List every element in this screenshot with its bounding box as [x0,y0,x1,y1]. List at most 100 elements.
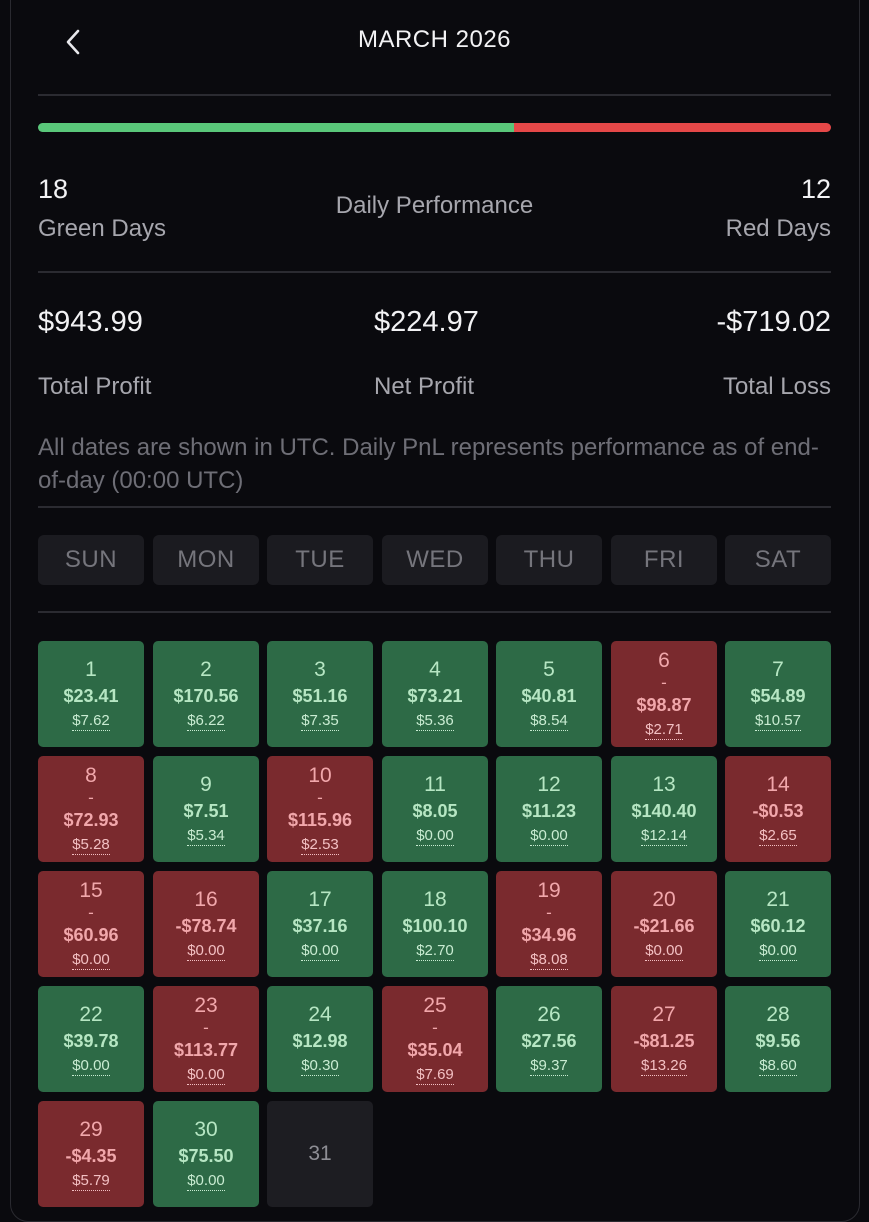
day-fee[interactable]: $7.62 [72,712,110,731]
day-pnl: $115.96 [287,810,353,830]
loss-sign: - [88,903,94,922]
day-fee[interactable]: $0.00 [645,942,683,961]
day-fee[interactable]: $10.57 [755,712,801,731]
day-cell[interactable]: 6- $98.87 $2.71 [611,641,717,747]
day-cell[interactable]: 11 $8.05 $0.00 [382,756,488,862]
day-number: 29 [79,1118,103,1141]
day-pnl: $98.87 [636,695,692,715]
day-fee[interactable]: $0.00 [301,942,339,961]
day-fee[interactable]: $5.34 [187,827,225,846]
divider [38,271,831,273]
day-number: 28 [766,1003,790,1026]
day-fee[interactable]: $5.28 [72,836,110,855]
day-cell[interactable]: 28 $9.56 $8.60 [725,986,831,1092]
day-fee[interactable]: $8.54 [530,712,568,731]
day-cell[interactable]: 9 $7.51 $5.34 [153,756,259,862]
day-cell[interactable]: 7 $54.89 $10.57 [725,641,831,747]
day-fee[interactable]: $0.00 [187,1172,225,1191]
net-profit-label: Net Profit [374,373,475,400]
day-cell[interactable]: 18 $100.10 $2.70 [382,871,488,977]
day-fee[interactable]: $0.00 [416,827,454,846]
day-fee[interactable]: $0.30 [301,1057,339,1076]
day-cell[interactable]: 8- $72.93 $5.28 [38,756,144,862]
day-cell[interactable]: 20 -$21.66 $0.00 [611,871,717,977]
day-cell[interactable]: 12 $11.23 $0.00 [496,756,602,862]
day-cell[interactable]: 16 -$78.74 $0.00 [153,871,259,977]
day-fee[interactable]: $6.22 [187,712,225,731]
day-pnl: $140.40 [631,801,697,821]
day-pnl: -$78.74 [175,916,237,936]
day-fee[interactable]: $5.36 [416,712,454,731]
green-days-count: 18 [38,174,69,204]
weekday-sat: SAT [725,535,831,585]
day-fee[interactable]: $8.08 [530,951,568,970]
day-cell[interactable]: 27 -$81.25 $13.26 [611,986,717,1092]
day-fee[interactable]: $5.79 [72,1172,110,1191]
divider [38,94,831,96]
day-pnl: $54.89 [750,686,806,706]
day-cell[interactable]: 4 $73.21 $5.36 [382,641,488,747]
day-cell[interactable]: 25- $35.04 $7.69 [382,986,488,1092]
day-number: 12 [537,773,561,796]
day-pnl: $73.21 [407,686,463,706]
day-cell[interactable]: 24 $12.98 $0.30 [267,986,373,1092]
day-pnl: $60.12 [750,916,806,936]
day-fee[interactable]: $0.00 [530,827,568,846]
day-cell[interactable]: 3 $51.16 $7.35 [267,641,373,747]
day-pnl: $7.51 [183,801,229,821]
day-fee[interactable]: $2.53 [301,836,339,855]
day-cell[interactable]: 21 $60.12 $0.00 [725,871,831,977]
day-fee[interactable]: $0.00 [759,942,797,961]
loss-sign: - [203,1018,209,1037]
day-number: 24 [308,1003,332,1026]
loss-sign: - [88,788,94,807]
day-number: 1 [85,658,97,681]
day-fee[interactable]: $9.37 [530,1057,568,1076]
day-pnl: $11.23 [521,801,577,821]
day-fee[interactable]: $7.69 [416,1066,454,1085]
loss-sign: - [317,788,323,807]
day-fee[interactable]: $8.60 [759,1057,797,1076]
day-fee[interactable]: $0.00 [72,951,110,970]
day-fee[interactable]: $12.14 [641,827,687,846]
day-cell[interactable]: 13 $140.40 $12.14 [611,756,717,862]
day-number: 21 [766,888,790,911]
day-cell[interactable]: 15- $60.96 $0.00 [38,871,144,977]
day-cell[interactable]: 22 $39.78 $0.00 [38,986,144,1092]
day-pnl: -$4.35 [65,1146,117,1166]
day-cell[interactable]: 1 $23.41 $7.62 [38,641,144,747]
page-title: MARCH 2026 [357,26,512,53]
day-fee[interactable]: $13.26 [641,1057,687,1076]
day-number: 16 [194,888,218,911]
total-loss-label: Total Loss [722,373,831,400]
day-fee[interactable]: $2.70 [416,942,454,961]
day-cell[interactable]: 2 $170.56 $6.22 [153,641,259,747]
back-button[interactable] [52,20,96,64]
day-cell[interactable]: 14 -$0.53 $2.65 [725,756,831,862]
day-fee[interactable]: $2.65 [759,827,797,846]
day-fee[interactable]: $0.00 [187,1066,225,1085]
day-cell[interactable]: 23- $113.77 $0.00 [153,986,259,1092]
day-cell[interactable]: 17 $37.16 $0.00 [267,871,373,977]
day-number: 6 [658,649,670,672]
day-number: 4 [429,658,441,681]
day-number: 25 [423,994,447,1017]
red-days-count: 12 [800,174,831,204]
day-cell[interactable]: 30 $75.50 $0.00 [153,1101,259,1207]
day-cell[interactable]: 29 -$4.35 $5.79 [38,1101,144,1207]
day-pnl: $9.56 [755,1031,801,1051]
day-fee[interactable]: $2.71 [645,721,683,740]
day-cell[interactable]: 10- $115.96 $2.53 [267,756,373,862]
day-cell[interactable]: 26 $27.56 $9.37 [496,986,602,1092]
day-number: 7 [772,658,784,681]
day-fee[interactable]: $0.00 [187,942,225,961]
day-cell[interactable]: 19- $34.96 $8.08 [496,871,602,977]
day-cell[interactable]: 5 $40.81 $8.54 [496,641,602,747]
green-days-label: Green Days [38,215,167,242]
day-fee[interactable]: $0.00 [72,1057,110,1076]
weekday-fri: FRI [611,535,717,585]
day-pnl: -$81.25 [633,1031,695,1051]
day-cell[interactable]: 31 [267,1101,373,1207]
day-pnl: $113.77 [173,1040,239,1060]
day-fee[interactable]: $7.35 [301,712,339,731]
